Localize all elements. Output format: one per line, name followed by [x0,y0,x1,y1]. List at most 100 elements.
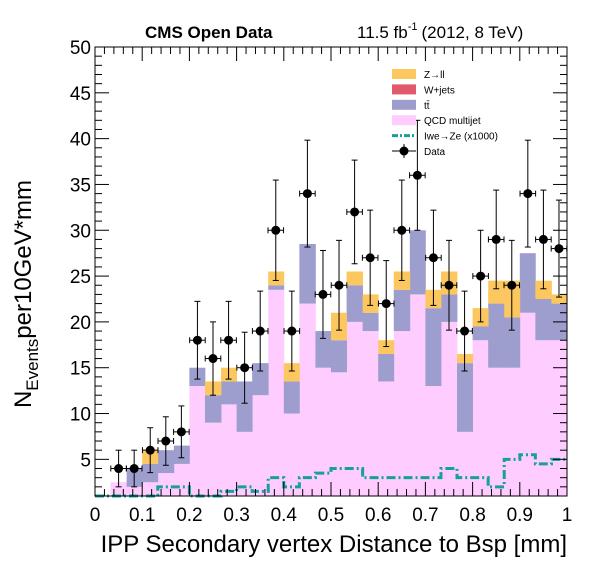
data-point [440,239,458,331]
data-point [141,427,159,474]
y-tick-label: 20 [70,313,91,334]
y-tick-label: 35 [70,175,91,196]
bar-ttbar-bin-11 [268,285,285,290]
data-point [393,179,411,281]
bar-qcd-bin-11 [268,289,285,496]
bar-zll-bin-28 [535,280,552,299]
x-tick-label: 0.8 [459,505,485,526]
bar-ttbar-bin-21 [425,308,442,387]
bar-qcd-bin-20 [409,294,426,496]
data-marker [114,464,124,474]
legend-entry: Z→ll [392,69,445,81]
data-marker [554,244,564,254]
x-axis-label: IPP Secondary vertex Distance to Bsp [mm… [101,531,567,558]
data-point [456,290,473,372]
data-points [110,119,568,488]
bar-qcd-bin-29 [551,340,568,496]
data-marker [523,189,533,199]
luminosity-tail: (2012, 8 TeV) [422,23,524,42]
data-point [251,290,269,372]
x-tick-label: 1 [562,505,573,526]
x-tick-label: 0.2 [176,505,202,526]
bar-ttbar-bin-28 [535,298,552,341]
bar-ttbar-bin-7 [204,395,222,423]
axes: 0 0.1 0.2 0.3 0.4 0.5 0.6 0.7 0.8 0.9 151015202530… [70,38,572,526]
bar-qcd-bin-16 [346,321,364,496]
legend-label: tt̄ [424,100,430,112]
legend-entry: tt̄ [392,100,430,112]
data-point [299,139,316,248]
bar-qcd-bin-10 [252,395,269,496]
y-axis-label-main: N [10,391,37,408]
bar-qcd-bin-2 [126,486,143,496]
bar-qcd-bin-24 [472,340,489,496]
bar-qcd-bin-3 [142,482,159,496]
data-point [283,290,301,372]
legend-swatch [392,84,416,95]
data-marker [145,445,155,455]
legend-label: Iwe→Ze (x1000) [424,132,498,143]
bar-qcd-bin-14 [315,367,332,496]
data-point [487,189,505,290]
y-tick-label: 30 [70,221,91,242]
x-tick-label: 0.3 [223,505,249,526]
legend-swatch [392,99,416,110]
data-marker [365,253,375,263]
legend-entry: QCD multijet [392,115,481,127]
data-point [267,179,285,281]
bar-ttbar-bin-17 [362,312,379,332]
data-point [204,321,222,396]
legend: Z→ll W+jets tt̄ QCD multijet Iwe→Ze (x1000) D… [392,69,498,158]
data-point [535,189,552,290]
bar-qcd-bin-4 [157,473,175,496]
bar-qcd-bin-17 [362,331,379,496]
bar-ttbar-bin-10 [252,363,269,396]
bar-qcd-bin-12 [283,413,300,496]
bar-ttbar-bin-26 [504,317,521,368]
bar-qcd-bin-23 [457,431,473,496]
data-point [503,239,521,331]
data-marker [507,280,517,290]
data-point [236,331,253,404]
data-point [472,229,489,323]
data-marker [129,464,139,474]
data-marker [381,299,391,309]
bar-zll-bin-29 [551,294,568,304]
data-marker [161,436,171,446]
x-tick-label: 0.9 [507,505,533,526]
data-marker [224,335,234,345]
data-point [330,239,348,331]
legend-marker [399,146,409,156]
data-marker [350,207,360,217]
data-point [189,300,206,380]
y-axis-label: NEventsper10GeV*mm [10,180,42,408]
luminosity-label: 11.5 fb-1 (2012, 8 TeV) [357,21,523,42]
bar-zll-bin-12 [283,363,300,382]
experiment-label: CMS Open Data [145,23,273,42]
bar-ttbar-bin-18 [378,353,395,382]
legend-label: QCD multijet [424,116,481,127]
data-point [346,159,363,265]
data-point [361,209,379,306]
data-marker [460,326,470,336]
legend-entry: W+jets [392,84,455,96]
data-point [314,249,332,339]
data-marker [192,335,202,345]
x-tick-label: 0.4 [271,505,298,526]
data-point [173,405,190,459]
luminosity-exponent: -1 [408,21,418,33]
data-point [409,119,426,231]
bar-ttbar-bin-20 [409,230,426,295]
bar-qcd-bin-9 [236,431,253,496]
bar-ttbar-bin-16 [346,285,364,322]
bar-qcd-bin-19 [393,331,411,496]
x-tick-label: 0 [90,505,101,526]
bar-qcd-bin-18 [378,381,395,496]
bar-qcd-bin-22 [440,321,458,496]
y-tick-label: 40 [70,130,91,151]
luminosity-value: 11.5 fb [357,23,408,42]
bar-qcd-bin-27 [519,312,536,496]
x-tick-label: 0.1 [129,505,155,526]
bar-ttbar-bin-19 [393,289,411,332]
